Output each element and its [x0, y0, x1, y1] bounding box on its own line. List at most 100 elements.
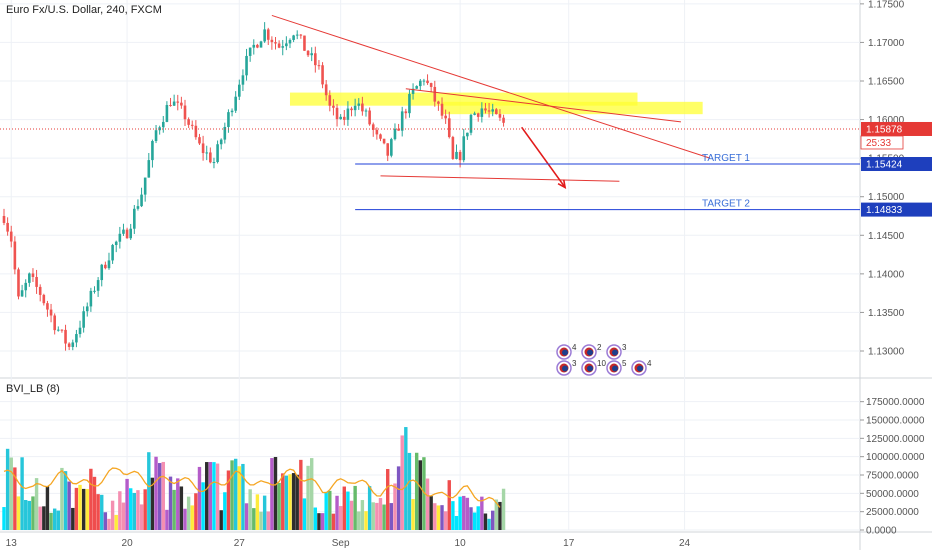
volume-bar — [38, 506, 42, 530]
candle-up — [133, 208, 136, 229]
candle-up — [111, 245, 114, 261]
event-count: 10 — [597, 359, 606, 368]
target-label: TARGET 2 — [702, 199, 750, 210]
candle-down — [299, 34, 303, 36]
candle-down — [342, 116, 346, 120]
candle-down — [440, 103, 444, 116]
countdown-tag — [860, 135, 904, 150]
volume-bar — [197, 466, 202, 530]
volume-bar — [353, 485, 357, 530]
time-tick-label: 17 — [563, 538, 575, 549]
candle-down — [404, 111, 408, 114]
candle-down — [433, 86, 437, 102]
time-tick-label: 24 — [679, 538, 691, 549]
candle-up — [82, 311, 85, 328]
candle-down — [49, 309, 53, 316]
candle-down — [104, 264, 107, 269]
candle-down — [6, 222, 9, 232]
time-tick-label: Sep — [332, 538, 350, 549]
volume-tick-label: 25000.0000 — [866, 507, 919, 518]
volume-bar — [20, 457, 24, 530]
candle-up — [122, 229, 125, 234]
volume-bar — [378, 498, 383, 530]
volume-bar — [85, 489, 89, 530]
candle-down — [328, 95, 332, 106]
candle-up — [415, 86, 418, 89]
volume-bar — [212, 462, 216, 530]
volume-bar — [165, 509, 169, 530]
volume-bars — [2, 427, 506, 530]
volume-bar — [396, 466, 401, 530]
volume-bar — [34, 478, 39, 530]
volume-bar — [205, 462, 209, 530]
volume-bar — [223, 492, 227, 530]
candle-down — [277, 43, 281, 48]
candle-down — [487, 110, 491, 112]
target-price-label: 1.14833 — [866, 205, 903, 216]
volume-bar — [443, 511, 448, 530]
volume-bar — [458, 496, 462, 530]
volume-bar — [331, 513, 336, 530]
volume-bar — [414, 452, 419, 530]
candle-up — [136, 206, 140, 209]
volume-bar — [161, 461, 165, 530]
volume-bar — [295, 474, 299, 530]
candle-up — [346, 108, 350, 120]
target-price-tag — [861, 202, 932, 217]
candle-up — [234, 96, 237, 111]
candle-up — [20, 290, 24, 297]
candle-down — [303, 35, 306, 51]
volume-bar — [491, 510, 495, 530]
candle-down — [190, 124, 194, 126]
volume-bar — [299, 459, 303, 530]
volume-bar — [436, 505, 441, 530]
event-count: 2 — [597, 343, 602, 352]
candle-up — [219, 139, 223, 145]
candle-down — [371, 124, 375, 130]
volume-bar — [2, 507, 6, 530]
volume-bar — [31, 496, 35, 530]
candle-up — [353, 105, 357, 111]
volume-bar — [342, 486, 346, 530]
last-price-label: 1.15878 — [866, 124, 903, 135]
volume-bar — [5, 448, 10, 530]
volume-bar — [451, 501, 455, 530]
candle-down — [317, 65, 321, 67]
volume-bar — [215, 463, 220, 530]
event-count: 3 — [622, 343, 627, 352]
target-price-tag — [861, 157, 932, 172]
candle-up — [466, 132, 469, 137]
trendline — [380, 175, 620, 182]
volume-bar — [60, 467, 64, 530]
volume-bar — [357, 511, 361, 530]
volume-ma-line — [3, 467, 501, 508]
volume-bar — [56, 510, 60, 530]
candle-down — [38, 286, 42, 295]
event-badges[interactable]: 4 2 3 3 10 5 4 — [556, 343, 652, 376]
volume-bar — [262, 495, 267, 530]
volume-bar — [74, 487, 79, 530]
volume-bar — [201, 482, 205, 530]
volume-bar — [422, 457, 426, 530]
event-count: 3 — [572, 359, 577, 368]
volume-tick-label: 175000.0000 — [866, 397, 925, 408]
volume-bar — [400, 435, 404, 530]
volume-tick-label: 125000.0000 — [866, 434, 925, 445]
volume-bar — [129, 488, 133, 530]
candle-down — [266, 29, 270, 40]
candle-up — [161, 121, 165, 128]
candle-down — [209, 152, 212, 163]
candle-down — [194, 125, 198, 138]
time-tick-label: 10 — [455, 538, 467, 549]
candle-down — [13, 241, 17, 270]
candle-down — [379, 134, 382, 139]
flag-icon — [562, 349, 568, 356]
candle-up — [57, 329, 60, 331]
volume-bar — [433, 503, 437, 530]
candle-up — [230, 110, 234, 113]
candle-down — [426, 80, 429, 84]
candle-up — [238, 84, 241, 97]
volume-bar — [291, 473, 296, 530]
